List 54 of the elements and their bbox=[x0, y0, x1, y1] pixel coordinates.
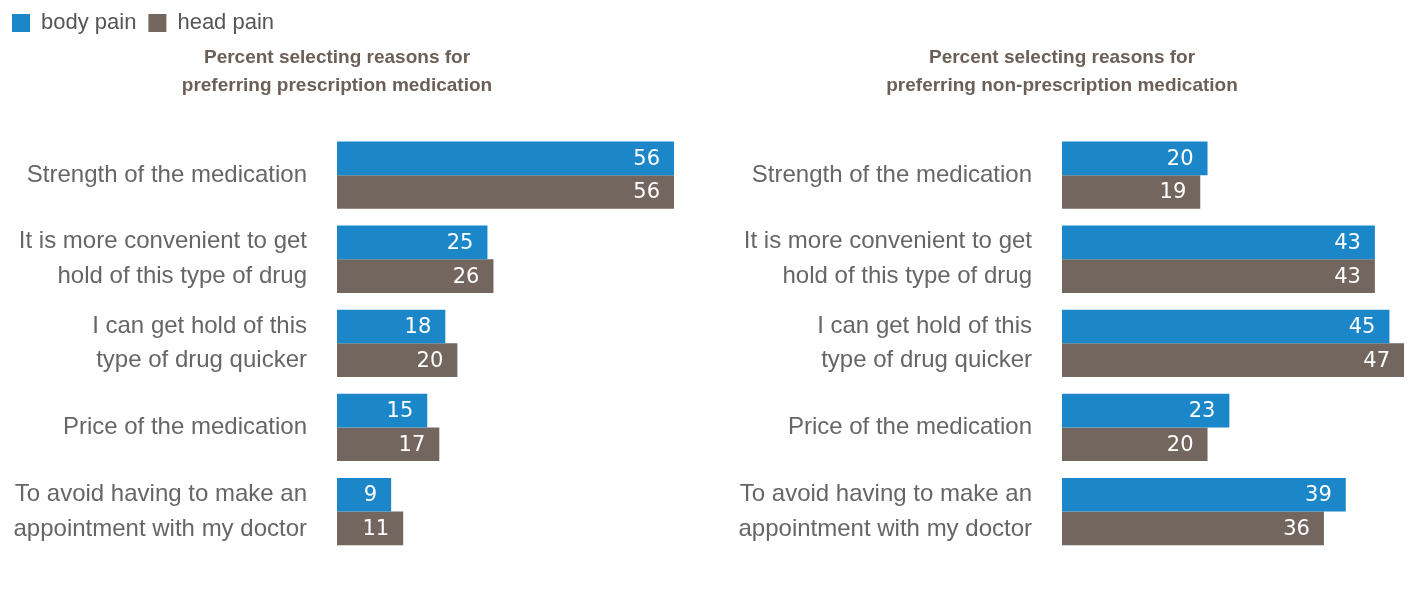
y-tick-label: It is more convenient to get hold of this type of drug bbox=[743, 226, 1033, 289]
data-label: 20 bbox=[1166, 145, 1194, 170]
bar bbox=[1062, 141, 1208, 176]
legend-label: body pain bbox=[41, 9, 137, 35]
data-label: 20 bbox=[416, 347, 444, 372]
y-tick-label: Strength of the medication bbox=[26, 159, 307, 187]
data-label: 56 bbox=[633, 145, 660, 170]
data-label: 43 bbox=[1334, 229, 1361, 254]
data-label: 56 bbox=[633, 179, 660, 204]
y-tick-label: Price of the medication bbox=[62, 412, 307, 440]
bar bbox=[1062, 175, 1201, 209]
bar bbox=[1062, 225, 1375, 260]
data-label: 19 bbox=[1159, 179, 1187, 204]
bar bbox=[1062, 511, 1324, 546]
bar bbox=[1062, 427, 1208, 462]
bar bbox=[337, 175, 674, 209]
bar bbox=[337, 343, 458, 377]
data-label: 47 bbox=[1363, 347, 1390, 372]
bar bbox=[1062, 393, 1230, 428]
data-label: 23 bbox=[1188, 398, 1216, 423]
y-tick-label: To avoid having to make an appointment with my doctor bbox=[738, 478, 1032, 541]
data-label: 36 bbox=[1283, 515, 1310, 540]
chart-title: Percent selecting reasons for preferring prescription medication bbox=[181, 46, 493, 95]
bar bbox=[337, 259, 494, 293]
data-label: 15 bbox=[386, 398, 414, 423]
bar bbox=[1062, 309, 1390, 344]
data-label: 43 bbox=[1334, 263, 1361, 288]
bar bbox=[1062, 259, 1375, 293]
data-label: 25 bbox=[446, 229, 474, 254]
bar bbox=[337, 309, 446, 344]
bar bbox=[337, 427, 440, 462]
y-tick-label: I can get hold of this type of drug quicker bbox=[817, 310, 1032, 373]
y-tick-label: I can get hold of this type of drug quicker bbox=[92, 310, 307, 373]
bar bbox=[1062, 343, 1404, 377]
y-tick-label: Price of the medication bbox=[787, 412, 1032, 440]
data-label: 11 bbox=[362, 515, 390, 540]
data-label: 26 bbox=[452, 263, 480, 288]
bar bbox=[337, 141, 674, 176]
legend-label: head pain bbox=[177, 9, 275, 35]
data-label: 45 bbox=[1348, 313, 1376, 338]
bar bbox=[337, 477, 392, 512]
y-tick-label: It is more convenient to get hold of this type of drug bbox=[18, 226, 308, 289]
data-label: 20 bbox=[1166, 431, 1194, 456]
data-label: 17 bbox=[398, 431, 426, 456]
bar bbox=[337, 393, 428, 428]
bar bbox=[1062, 477, 1346, 512]
data-label: 18 bbox=[404, 313, 432, 338]
y-tick-label: To avoid having to make an appointment with my doctor bbox=[13, 478, 307, 541]
chart-title: Percent selecting reasons for preferring non-prescription medication bbox=[886, 46, 1238, 95]
data-label: 39 bbox=[1305, 482, 1332, 507]
bar bbox=[337, 511, 404, 546]
y-tick-label: Strength of the medication bbox=[751, 159, 1032, 187]
data-label: 9 bbox=[363, 482, 378, 507]
bar bbox=[337, 225, 488, 260]
